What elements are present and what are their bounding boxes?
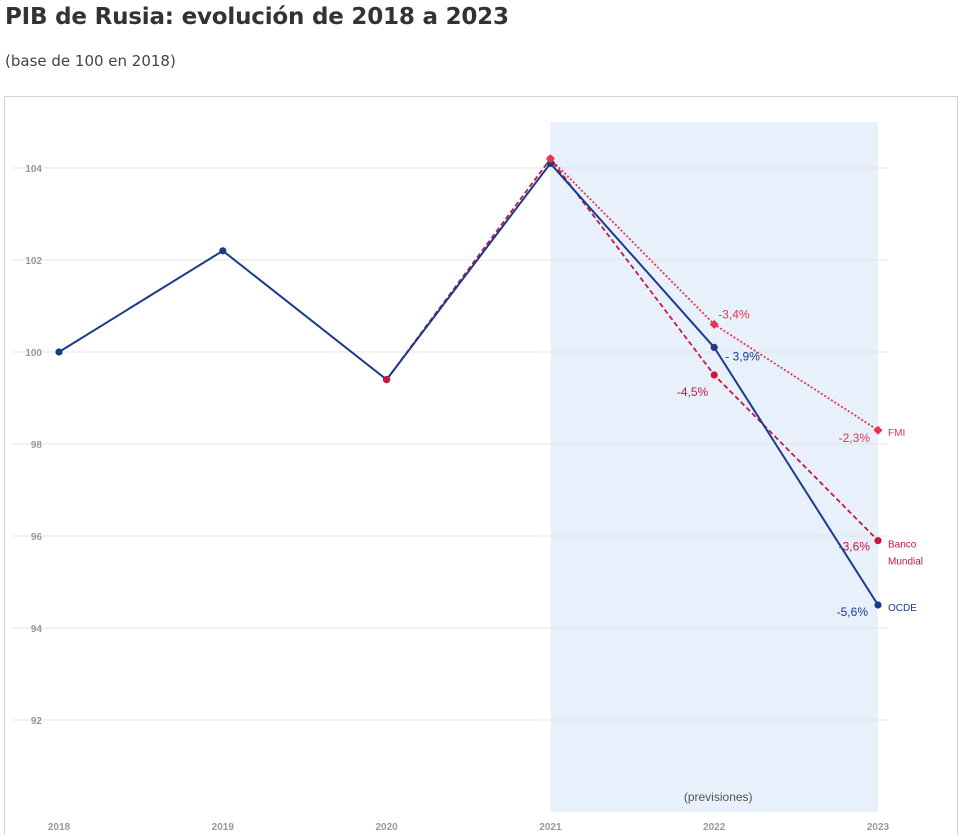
series-name-ocde: OCDE (888, 603, 917, 614)
x-tick-label: 2018 (48, 822, 71, 833)
y-tick-label: 102 (25, 256, 42, 267)
forecast-region-label: (previsiones) (684, 790, 753, 804)
data-label-fmi: -2,3% (839, 431, 871, 445)
data-point-banco-mundial (383, 376, 391, 384)
y-tick-label: 100 (25, 348, 42, 359)
y-tick-label: 96 (31, 532, 43, 543)
y-tick-label: 94 (31, 624, 43, 635)
series-line-banco-mundial (385, 157, 879, 542)
series-line-ocde (58, 162, 879, 606)
data-point-fmi (545, 154, 555, 164)
data-label-banco-mundial: -3,6% (839, 540, 871, 554)
y-tick-label: 98 (31, 440, 43, 451)
x-tick-label: 2023 (867, 822, 890, 833)
data-label-banco-mundial: -4,5% (677, 385, 709, 399)
data-point-fmi (709, 319, 719, 329)
data-point-ocde (874, 601, 882, 609)
chart-title: PIB de Rusia: evolución de 2018 a 2023 (5, 4, 509, 30)
x-tick-label: 2020 (375, 822, 398, 833)
x-tick-label: 2019 (212, 822, 235, 833)
y-tick-label: 104 (25, 164, 42, 175)
data-point-banco-mundial (710, 371, 718, 379)
chart-subtitle: (base de 100 en 2018) (5, 52, 176, 70)
x-tick-label: 2021 (539, 822, 562, 833)
data-label-ocde: -5,6% (837, 605, 869, 619)
data-point-ocde (710, 343, 718, 351)
data-point-ocde (55, 348, 63, 356)
chart-frame (4, 96, 958, 835)
data-point-banco-mundial (874, 537, 882, 545)
series-name-fmi: FMI (888, 428, 905, 439)
data-label-fmi: -3,4% (718, 307, 750, 321)
data-point-ocde (219, 247, 227, 255)
forecast-region (550, 122, 878, 812)
data-point-fmi (873, 425, 883, 435)
data-label-ocde: - 3,9% (725, 349, 760, 363)
series-name-banco-mundial: Banco Mundial (888, 540, 923, 568)
x-tick-label: 2022 (703, 822, 726, 833)
y-tick-label: 92 (31, 716, 43, 727)
